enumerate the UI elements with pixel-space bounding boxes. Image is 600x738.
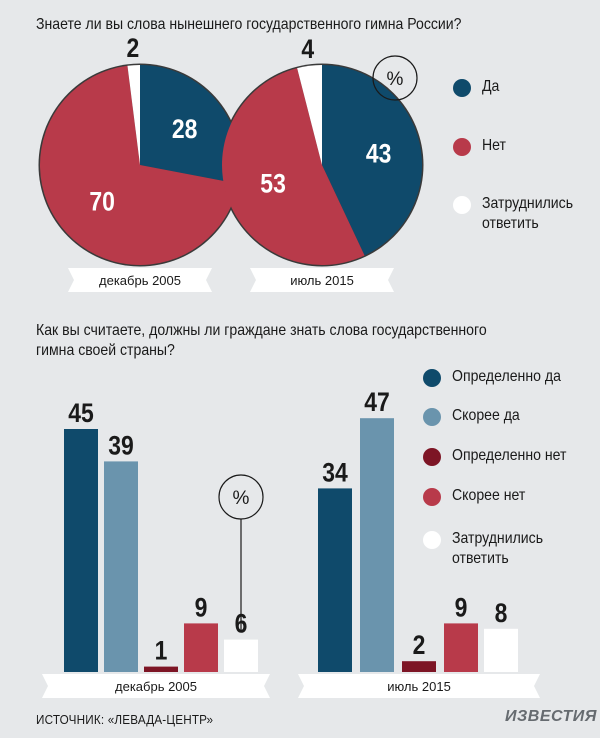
- date-ribbon: [250, 268, 394, 292]
- legend-label: Скорее нет: [452, 487, 526, 504]
- pie-slice-2-1: [322, 65, 422, 256]
- bar: [144, 666, 178, 672]
- legend-swatch: [453, 79, 471, 97]
- bar: [444, 623, 478, 672]
- pie-value-label: 4: [301, 34, 314, 64]
- bar-value-label: 9: [195, 593, 208, 623]
- bar-value-label: 47: [364, 387, 390, 417]
- pie-slice-1-3: [127, 65, 140, 165]
- legend-swatch: [423, 488, 441, 506]
- bar-value-label: 34: [322, 458, 348, 488]
- pie-slice-2-3: [297, 65, 322, 165]
- bar: [360, 418, 394, 672]
- bar: [318, 488, 352, 672]
- bar-value-label: 2: [413, 630, 426, 660]
- bar: [184, 623, 218, 672]
- question-1-title: Знаете ли вы слова нынешнего государстве…: [36, 16, 462, 33]
- percent-circle: [372, 55, 418, 101]
- legend-label: Нет: [482, 137, 506, 154]
- date-ribbon: [68, 268, 212, 292]
- brand-logo: ИЗВЕСТИЯ: [505, 708, 597, 725]
- legend-label: Затруднились ответить: [482, 195, 574, 232]
- percent-sign: %: [387, 69, 404, 90]
- pie-value-label: 43: [366, 139, 392, 169]
- legend-label: Скорее да: [452, 407, 520, 424]
- bar-value-label: 8: [495, 598, 508, 628]
- bar-category-label: июль 2015: [387, 679, 451, 694]
- bar: [224, 639, 258, 672]
- legend-swatch: [453, 138, 471, 156]
- bar-value-label: 45: [68, 398, 94, 428]
- legend-label: Да: [482, 78, 500, 95]
- bar-value-label: 9: [455, 593, 468, 623]
- legend-swatch: [423, 531, 441, 549]
- source-note: ИСТОЧНИК: «ЛЕВАДА-ЦЕНТР»: [36, 712, 214, 727]
- bar: [402, 661, 436, 672]
- pie-value-label: 70: [89, 187, 115, 217]
- legend-swatch: [423, 448, 441, 466]
- bar-category-label: декабрь 2005: [115, 679, 197, 694]
- pie-slice-1-1: [140, 65, 240, 184]
- bar: [64, 429, 98, 672]
- pie-date-label: июль 2015: [290, 273, 354, 288]
- category-ribbon: [298, 674, 540, 698]
- pie-value-label: 53: [260, 169, 286, 199]
- legend-swatch: [423, 408, 441, 426]
- category-ribbon: [42, 674, 270, 698]
- pie-value-label: 2: [126, 34, 139, 64]
- percent-circle-bars: [218, 474, 264, 520]
- pie-value-label: 28: [172, 114, 198, 144]
- legend-swatch: [453, 196, 471, 214]
- legend-swatch: [423, 369, 441, 387]
- legend-label: Затруднились ответить: [452, 530, 544, 567]
- bar-value-label: 1: [155, 636, 168, 666]
- pie-slice-2-2: [221, 68, 365, 266]
- legend-label: Определенно да: [452, 368, 561, 385]
- percent-sign-bars: %: [233, 488, 250, 509]
- pie-slice-1-2: [40, 65, 239, 265]
- bar: [484, 628, 518, 672]
- bar: [104, 461, 138, 672]
- question-2-title: Как вы считаете, должны ли граждане знат…: [36, 322, 487, 359]
- legend-label: Определенно нет: [452, 447, 567, 464]
- pie-date-label: декабрь 2005: [99, 273, 181, 288]
- bar-value-label: 39: [108, 431, 134, 461]
